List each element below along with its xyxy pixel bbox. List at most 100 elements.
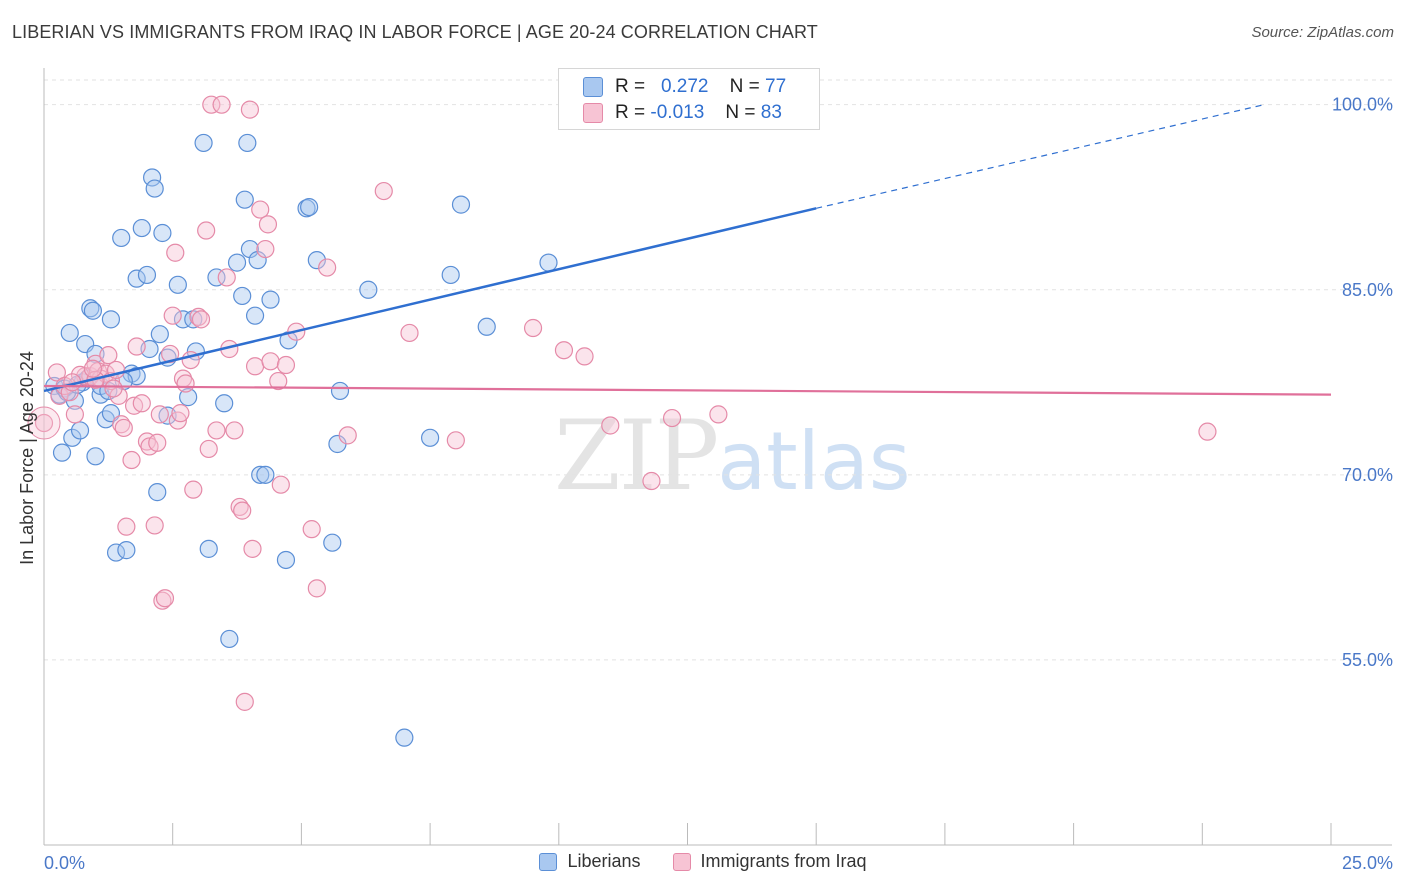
iraq-point: [65, 405, 84, 424]
iraq-point: [163, 306, 182, 325]
iraq-point: [338, 426, 357, 445]
iraq-point: [240, 100, 260, 119]
legend-item-liberians[interactable]: Liberians: [539, 851, 641, 872]
liberians-point: [261, 290, 280, 309]
iraq-point: [197, 221, 216, 240]
liberians-point: [143, 168, 162, 187]
liberians-point: [153, 223, 172, 243]
y-tick-label: 85.0%: [1342, 280, 1393, 300]
iraq-n-value: 83: [760, 102, 782, 123]
iraq-point: [166, 243, 185, 262]
iraq-point: [400, 323, 419, 343]
liberians-point: [168, 275, 187, 294]
stats-legend-box: R = 0.272 N = 77 R = -0.013 N = 83: [558, 68, 820, 130]
liberians-point: [238, 133, 257, 153]
iraq-point: [446, 431, 465, 450]
liberians-point: [60, 323, 79, 343]
iraq-r-value: -0.013: [650, 102, 705, 123]
liberians-point: [101, 310, 121, 329]
iraq-point: [575, 347, 594, 366]
iraq-swatch: [583, 103, 603, 123]
liberians-point: [150, 325, 169, 344]
liberians-point: [63, 428, 82, 447]
iraq-point: [189, 307, 208, 327]
x-tick-label-min: 0.0%: [44, 853, 85, 873]
chart-title: LIBERIAN VS IMMIGRANTS FROM IRAQ IN LABO…: [12, 22, 818, 42]
n-label: N =: [725, 102, 756, 123]
iraq-point: [34, 413, 54, 433]
liberians-point: [112, 228, 131, 248]
iraq-point: [554, 341, 574, 360]
liberians-point: [220, 629, 239, 649]
iraq-point: [258, 215, 278, 234]
iraq-point: [235, 692, 254, 711]
iraq-points: [27, 95, 1217, 711]
iraq-point: [271, 475, 290, 494]
iraq-point: [153, 591, 172, 610]
liberians-n-value: 77: [765, 76, 787, 97]
liberians-point: [148, 483, 167, 502]
tick-labels: 55.0% 70.0% 85.0% 100.0% 0.0% 25.0% In Labor F…: [17, 95, 1393, 873]
liberians-point: [276, 550, 296, 570]
liberians-swatch: [583, 77, 603, 97]
iraq-point: [207, 421, 226, 440]
liberians-point: [539, 253, 558, 272]
iraq-point: [127, 337, 146, 356]
iraq-legend-swatch: [672, 852, 691, 871]
liberians-point: [451, 195, 471, 214]
iraq-point: [155, 589, 175, 608]
liberians-point: [83, 301, 103, 320]
iraq-point: [132, 394, 151, 413]
iraq-point: [83, 359, 103, 378]
liberians-point: [117, 541, 136, 560]
iraq-point-large: [27, 406, 61, 440]
liberians-point: [245, 306, 265, 325]
r-label: R =: [615, 76, 646, 97]
liberians-point: [300, 197, 319, 217]
liberians-point: [235, 190, 254, 209]
watermark-atlas: atlas: [717, 415, 911, 508]
liberians-point: [199, 539, 218, 558]
liberians-point: [179, 388, 198, 407]
liberians-point: [323, 533, 342, 552]
iraq-point: [642, 471, 661, 491]
iraq-point: [145, 516, 164, 535]
iraq-trend-line: [43, 384, 1332, 396]
iraq-point: [245, 357, 265, 376]
iraq-point: [261, 352, 280, 371]
liberians-point: [330, 381, 350, 401]
y-axis-label: In Labor Force | Age 20-24: [17, 351, 37, 565]
chart-source: Source: ZipAtlas.com: [1251, 24, 1394, 41]
liberians-r-value: 0.272: [660, 76, 709, 97]
legend-item-iraq[interactable]: Immigrants from Iraq: [672, 851, 867, 872]
liberians-trend-line: [43, 207, 817, 393]
bottom-legend: Liberians Immigrants from Iraq: [0, 851, 1406, 872]
n-label: N =: [729, 76, 760, 97]
iraq-point: [269, 371, 288, 391]
liberians-point: [215, 394, 234, 413]
liberians-point: [137, 265, 157, 285]
iraq-point: [171, 404, 190, 423]
liberians-point: [101, 404, 121, 423]
iraq-point: [191, 310, 211, 329]
iraq-point: [99, 346, 118, 365]
liberians-point: [86, 447, 105, 466]
watermark-zip: ZIP: [554, 400, 719, 512]
liberians-point: [421, 428, 440, 447]
iraq-point: [168, 411, 187, 430]
iraq-point: [709, 405, 728, 424]
liberians-point: [52, 443, 72, 462]
iraq-point: [662, 408, 682, 428]
liberians-point: [81, 299, 100, 318]
iraq-point: [225, 421, 244, 440]
liberians-point: [227, 253, 247, 272]
liberians-legend-swatch: [539, 852, 558, 871]
iraq-point: [150, 405, 169, 424]
legend-label-iraq: Immigrants from Iraq: [700, 851, 867, 871]
grid-lines: [44, 79, 1392, 661]
iraq-point: [374, 181, 393, 201]
iraq-point: [523, 318, 543, 338]
iraq-point: [148, 433, 167, 452]
trend-lines: [43, 104, 1332, 396]
